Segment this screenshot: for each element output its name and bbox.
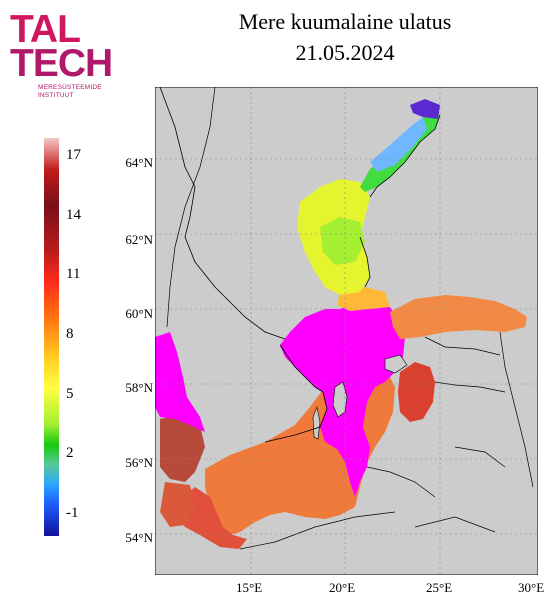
logo-word-tal: TAL: [10, 8, 81, 51]
island-saaremaa: [384, 354, 408, 374]
sea-danish-straits: [160, 482, 195, 527]
colorbar-tick: 11: [66, 266, 81, 282]
temperature-colorbar: [44, 138, 59, 536]
graticule: [155, 87, 538, 575]
lon-label: 30°E: [518, 580, 545, 595]
colorbar-tick: -1: [66, 505, 79, 521]
colorbar-tick: 17: [66, 147, 81, 163]
sea-gulf-of-riga: [398, 362, 435, 422]
map-date: 21.05.2024: [295, 40, 395, 65]
sea-kattegat: [160, 415, 205, 482]
colorbar-tick: 5: [66, 386, 74, 402]
coastline-finland: [359, 114, 441, 288]
colorbar-tick: 2: [66, 445, 74, 461]
lat-label: 64°N: [125, 155, 153, 170]
logo-word-tech: TECH: [10, 42, 113, 85]
sea-gulf-of-finland: [390, 295, 527, 339]
island-oland: [312, 405, 321, 440]
lon-label: 25°E: [426, 580, 453, 595]
lat-label: 54°N: [125, 530, 153, 545]
lat-label: 62°N: [125, 232, 153, 247]
colorbar-tick: 8: [66, 326, 74, 342]
lon-label: 20°E: [329, 580, 356, 595]
logo-subtitle: MERESÜSTEEMIDE INSTITUUT: [38, 84, 102, 99]
border-norway-sweden: [166, 87, 216, 328]
border-estonia-latvia: [424, 336, 506, 393]
taltech-logo: TAL TECH MERESÜSTEEMIDE INSTITUUT: [6, 8, 136, 103]
logo-subtitle-line1: MERESÜSTEEMIDE: [38, 84, 102, 91]
colorbar-tick: 14: [66, 207, 81, 223]
heatwave-skagerrak: [155, 332, 205, 432]
sea-bothnian-bay-blue: [370, 117, 427, 172]
coastline-sweden: [159, 87, 328, 443]
lat-label: 58°N: [125, 380, 153, 395]
sea-bothnian-bay-purple: [410, 99, 440, 119]
logo-subtitle-line2: INSTITUUT: [38, 91, 74, 99]
lon-label: 15°E: [236, 580, 263, 595]
border-east: [414, 331, 534, 533]
map-title: Mere kuumalaine ulatus: [238, 9, 452, 34]
border-poland: [239, 466, 436, 550]
baltic-sea-map: [155, 87, 538, 575]
sea-bothnian-sea-green: [320, 217, 365, 265]
lat-label: 56°N: [125, 455, 153, 470]
lat-label: 60°N: [125, 306, 153, 321]
